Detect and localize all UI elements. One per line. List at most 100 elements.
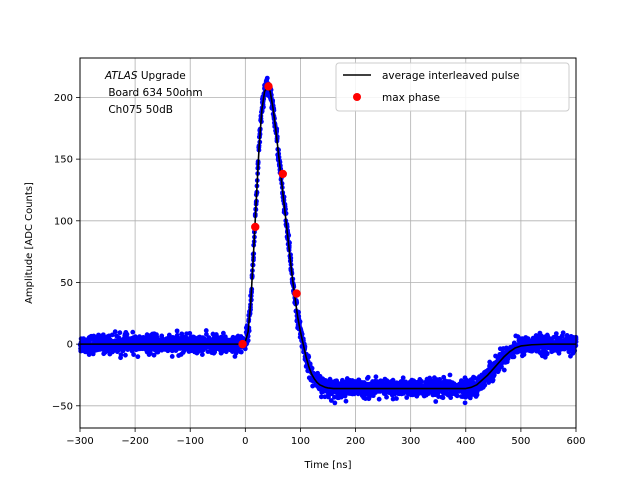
- y-tick-label: 50: [60, 278, 73, 289]
- sample-point: [220, 330, 226, 336]
- sample-point: [179, 331, 185, 337]
- sample-point: [148, 348, 153, 353]
- sample-point: [384, 394, 389, 400]
- sample-point: [544, 351, 550, 357]
- sample-point: [264, 75, 270, 81]
- y-tick-label: −50: [52, 401, 73, 412]
- sample-point: [521, 352, 527, 357]
- sample-point: [130, 329, 136, 335]
- sample-point: [376, 396, 382, 402]
- sample-point: [151, 352, 157, 358]
- sample-point: [309, 365, 315, 371]
- x-tick-label: 200: [346, 436, 365, 447]
- sample-point: [203, 328, 209, 333]
- x-tick-label: −300: [66, 436, 93, 447]
- y-tick-label: 100: [54, 216, 73, 227]
- sample-point: [404, 395, 410, 400]
- sample-point: [131, 352, 137, 357]
- max-phase-point: [238, 339, 247, 349]
- x-tick-label: 400: [456, 436, 475, 447]
- sample-point: [447, 372, 453, 378]
- sample-point: [373, 374, 379, 380]
- sample-point: [499, 364, 504, 370]
- annotation-line-3: Ch075 50dB: [105, 104, 173, 116]
- sample-point: [117, 330, 123, 336]
- max-phase-point: [278, 169, 288, 179]
- x-tick-label: 300: [401, 436, 420, 447]
- y-tick-label: 150: [54, 155, 73, 166]
- x-tick-label: −200: [121, 436, 148, 447]
- y-tick-label: 200: [54, 93, 73, 104]
- sample-point: [155, 349, 161, 355]
- sample-point: [318, 394, 324, 400]
- legend: average interleaved pulse max phase: [335, 62, 570, 112]
- sample-point: [245, 338, 251, 343]
- sample-point: [110, 332, 115, 338]
- x-axis-ticks: −300 −200 −100 0 100 200 300 400 500 600: [66, 428, 586, 447]
- x-tick-label: 100: [291, 436, 310, 447]
- legend-box: [335, 62, 570, 112]
- sample-point: [86, 352, 92, 357]
- sample-point: [343, 398, 349, 404]
- max-phase-points: [238, 82, 301, 349]
- max-phase-point: [251, 222, 260, 232]
- sample-point: [363, 396, 368, 401]
- sample-point: [118, 352, 124, 358]
- sample-point: [112, 329, 118, 335]
- sample-point: [328, 398, 334, 403]
- max-phase-point: [292, 289, 301, 298]
- sample-point: [553, 331, 559, 337]
- annotation-atlas: ATLAS: [104, 70, 138, 82]
- sample-point: [322, 394, 328, 400]
- average-pulse-polyline: [80, 86, 576, 390]
- sample-point: [433, 399, 439, 404]
- average-pulse-line: [80, 86, 576, 390]
- y-axis-ticks: −50 0 50 100 150 200: [52, 93, 80, 412]
- sample-point: [560, 333, 565, 339]
- sample-point: [135, 354, 141, 360]
- sample-point: [482, 382, 488, 388]
- sample-point: [124, 331, 130, 337]
- annotation: ATLAS Upgrade Board 634 50ohm Ch075 50dB: [104, 70, 203, 116]
- sample-point: [501, 367, 507, 373]
- sample-point: [199, 352, 205, 357]
- sample-point: [448, 395, 454, 401]
- y-tick-label: 0: [67, 340, 73, 351]
- sample-point: [332, 400, 338, 406]
- sample-point: [511, 354, 517, 360]
- legend-label-average: average interleaved pulse: [382, 70, 519, 82]
- plot-frame: [79, 57, 577, 429]
- sample-point: [400, 375, 406, 381]
- x-tick-label: 600: [566, 436, 585, 447]
- x-tick-label: 0: [242, 436, 248, 447]
- sample-point: [454, 393, 460, 399]
- sample-point: [487, 359, 493, 365]
- sample-point: [334, 378, 340, 384]
- x-tick-label: −100: [176, 436, 203, 447]
- sample-point: [440, 395, 446, 401]
- annotation-line-2: Board 634 50ohm: [105, 87, 203, 99]
- max-phase-point: [264, 82, 273, 91]
- sample-point: [491, 373, 496, 379]
- x-axis-label: Time [ns]: [303, 460, 351, 471]
- sample-point: [306, 354, 312, 360]
- sample-point: [419, 378, 424, 384]
- sample-point: [556, 350, 562, 356]
- sample-point: [174, 328, 180, 334]
- legend-label-max-phase: max phase: [382, 92, 440, 104]
- sample-point: [365, 374, 371, 380]
- x-tick-label: 500: [511, 436, 530, 447]
- sample-point: [204, 332, 209, 337]
- sample-point: [394, 396, 399, 401]
- sample-point: [462, 400, 468, 406]
- sample-point: [490, 377, 496, 383]
- annotation-upgrade: Upgrade: [138, 70, 186, 82]
- annotation-line-1: ATLAS Upgrade: [104, 70, 186, 82]
- sample-point: [467, 395, 473, 401]
- sample-point: [169, 354, 175, 359]
- legend-marker-max-phase: [353, 93, 361, 101]
- sample-point: [238, 349, 244, 355]
- sample-point: [187, 330, 193, 336]
- sample-point: [123, 352, 128, 358]
